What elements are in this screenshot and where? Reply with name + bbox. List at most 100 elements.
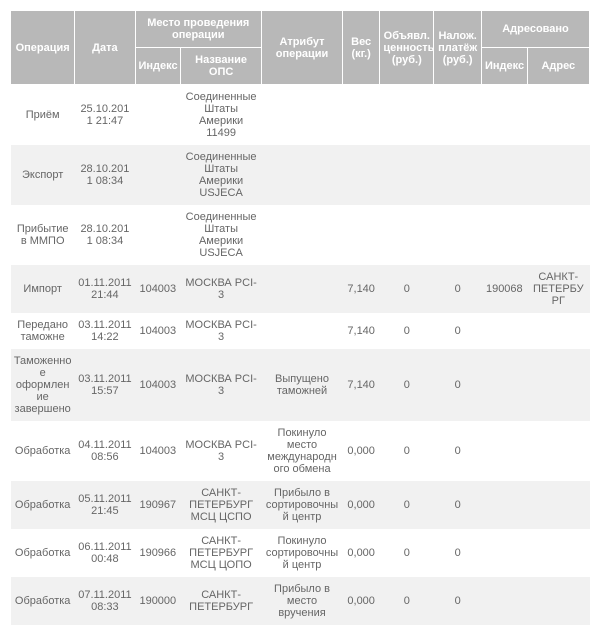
cell-ops: САНКТ-ПЕТЕРБУРГ xyxy=(181,577,262,625)
cell-index: 104003 xyxy=(135,349,181,421)
cell-index: 104003 xyxy=(135,265,181,313)
cell-operation: Обработка xyxy=(11,421,75,481)
cell-index: 190966 xyxy=(135,529,181,577)
cell-cod xyxy=(434,145,482,205)
cell-attribute xyxy=(262,205,343,265)
cell-addr xyxy=(527,529,589,577)
header-place-group: Место проведения операции xyxy=(135,11,262,48)
cell-date: 03.11.2011 14:22 xyxy=(75,313,135,349)
table-row: Приём25.10.2011 21:47 Соединенные Штаты А… xyxy=(11,85,590,146)
cell-value: 0 xyxy=(380,577,434,625)
header-addressed-group: Адресовано xyxy=(482,11,590,48)
cell-date: 03.11.2011 15:57 xyxy=(75,349,135,421)
cell-addr xyxy=(527,145,589,205)
table-row: Обработка05.11.2011 21:45190967САНКТ-ПЕТ… xyxy=(11,481,590,529)
cell-date: 28.10.2011 08:34 xyxy=(75,145,135,205)
table-row: Обработка07.11.2011 08:33190000САНКТ-ПЕТ… xyxy=(11,577,590,625)
table-row: Обработка04.11.2011 08:56104003МОСКВА PC… xyxy=(11,421,590,481)
cell-weight: 7,140 xyxy=(342,313,379,349)
table-row: Импорт01.11.2011 21:44104003МОСКВА PCI-3… xyxy=(11,265,590,313)
table-row: Таможенное оформление завершено03.11.201… xyxy=(11,349,590,421)
header-attribute: Атрибут операции xyxy=(262,11,343,85)
cell-addr xyxy=(527,85,589,146)
cell-weight xyxy=(342,145,379,205)
cell-date: 25.10.2011 21:47 xyxy=(75,85,135,146)
cell-ops: Соединенные Штаты Америки 11499 xyxy=(181,85,262,146)
cell-attribute xyxy=(262,145,343,205)
cell-addr xyxy=(527,421,589,481)
cell-operation: Импорт xyxy=(11,265,75,313)
cell-operation: Приём xyxy=(11,85,75,146)
cell-cod xyxy=(434,85,482,146)
cell-ops: МОСКВА PCI-3 xyxy=(181,421,262,481)
cell-cod: 0 xyxy=(434,481,482,529)
header-index: Индекс xyxy=(135,48,181,85)
cell-ops: Соединенные Штаты Америки USJECA xyxy=(181,145,262,205)
cell-weight: 0,000 xyxy=(342,481,379,529)
cell-value xyxy=(380,85,434,146)
cell-value: 0 xyxy=(380,421,434,481)
cell-attribute: Выпущено таможней xyxy=(262,349,343,421)
cell-addr: САНКТ-ПЕТЕРБУРГ xyxy=(527,265,589,313)
cell-cod: 0 xyxy=(434,529,482,577)
cell-weight: 7,140 xyxy=(342,265,379,313)
cell-attribute xyxy=(262,265,343,313)
cell-cod xyxy=(434,205,482,265)
cell-weight: 0,000 xyxy=(342,529,379,577)
cell-index: 190967 xyxy=(135,481,181,529)
cell-operation: Обработка xyxy=(11,481,75,529)
cell-date: 04.11.2011 08:56 xyxy=(75,421,135,481)
cell-addr-index xyxy=(482,529,528,577)
cell-addr-index xyxy=(482,349,528,421)
cell-index xyxy=(135,205,181,265)
table-row: Прибытие в ММПО28.10.2011 08:34Соединенн… xyxy=(11,205,590,265)
table-row: Обработка06.11.2011 00:48190966САНКТ-ПЕТ… xyxy=(11,529,590,577)
cell-weight: 0,000 xyxy=(342,577,379,625)
cell-ops: САНКТ-ПЕТЕРБУРГ МСЦ ЦОПО xyxy=(181,529,262,577)
cell-index xyxy=(135,145,181,205)
header-operation: Операция xyxy=(11,11,75,85)
cell-ops: МОСКВА PCI-3 xyxy=(181,349,262,421)
cell-attribute: Покинуло сортировочный центр xyxy=(262,529,343,577)
cell-date: 28.10.2011 08:34 xyxy=(75,205,135,265)
cell-weight xyxy=(342,205,379,265)
cell-index: 190000 xyxy=(135,577,181,625)
cell-value: 0 xyxy=(380,349,434,421)
table-row: Экспорт28.10.2011 08:34 Соединенные Штаты… xyxy=(11,145,590,205)
cell-cod: 0 xyxy=(434,313,482,349)
cell-cod: 0 xyxy=(434,577,482,625)
header-ops-name: Название ОПС xyxy=(181,48,262,85)
cell-ops: САНКТ-ПЕТЕРБУРГ МСЦ ЦСПО xyxy=(181,481,262,529)
cell-cod: 0 xyxy=(434,349,482,421)
cell-addr xyxy=(527,481,589,529)
cell-attribute xyxy=(262,313,343,349)
cell-date: 05.11.2011 21:45 xyxy=(75,481,135,529)
cell-addr-index xyxy=(482,481,528,529)
cell-cod: 0 xyxy=(434,421,482,481)
cell-operation: Экспорт xyxy=(11,145,75,205)
cell-operation: Передано таможне xyxy=(11,313,75,349)
cell-addr-index xyxy=(482,421,528,481)
cell-index xyxy=(135,85,181,146)
cell-value: 0 xyxy=(380,481,434,529)
cell-addr-index xyxy=(482,313,528,349)
cell-operation: Таможенное оформление завершено xyxy=(11,349,75,421)
cell-addr xyxy=(527,577,589,625)
cell-operation: Прибытие в ММПО xyxy=(11,205,75,265)
cell-addr xyxy=(527,349,589,421)
table-header: Операция Дата Место проведения операции … xyxy=(11,11,590,85)
cell-attribute: Прибыло в место вручения xyxy=(262,577,343,625)
cell-addr xyxy=(527,313,589,349)
cell-value: 0 xyxy=(380,529,434,577)
cell-addr-index xyxy=(482,145,528,205)
cell-ops: МОСКВА PCI-3 xyxy=(181,313,262,349)
cell-addr-index xyxy=(482,577,528,625)
cell-weight xyxy=(342,85,379,146)
cell-weight: 0,000 xyxy=(342,421,379,481)
cell-weight: 7,140 xyxy=(342,349,379,421)
cell-value: 0 xyxy=(380,313,434,349)
table-row: Передано таможне03.11.2011 14:22104003МО… xyxy=(11,313,590,349)
header-date: Дата xyxy=(75,11,135,85)
header-declared-value: Объявл. ценность (руб.) xyxy=(380,11,434,85)
cell-index: 104003 xyxy=(135,313,181,349)
